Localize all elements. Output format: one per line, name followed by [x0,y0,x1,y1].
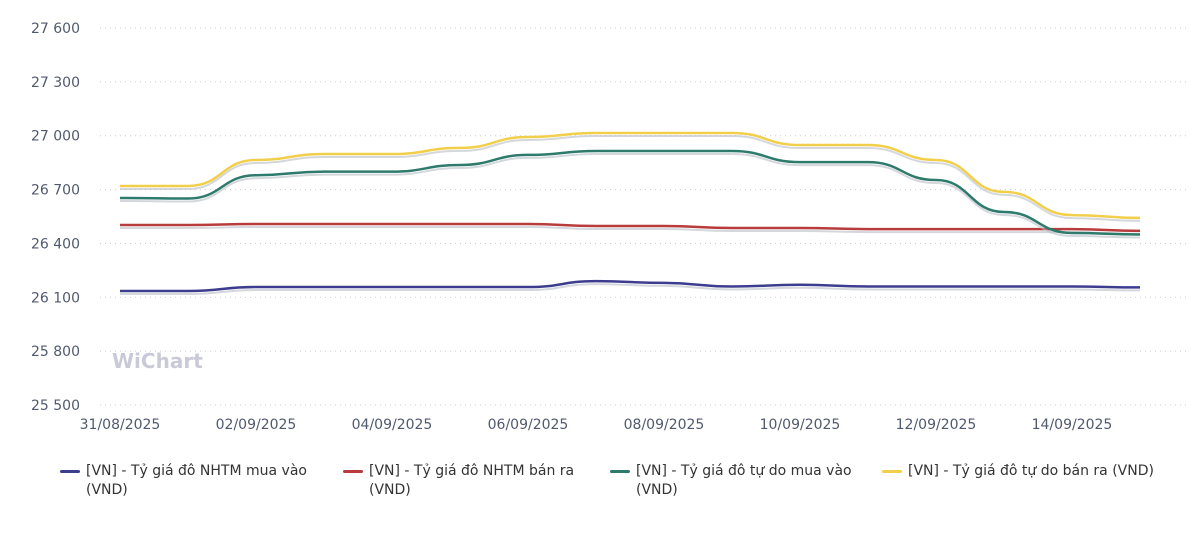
x-tick-label: 10/09/2025 [760,417,841,433]
legend-label: [VN] - Tỷ giá đô tự do mua vào (VND) [636,463,852,498]
y-tick-label: 25 500 [31,398,80,414]
legend-swatch [610,470,630,473]
legend-label: [VN] - Tỷ giá đô tự do bán ra (VND) [908,463,1154,479]
legend-item[interactable]: [VN] - Tỷ giá đô NHTM bán ra (VND) [343,462,599,500]
y-tick-label: 26 700 [31,183,80,199]
legend-item[interactable]: [VN] - Tỷ giá đô tự do bán ra (VND) [882,462,1154,481]
x-tick-label: 08/09/2025 [624,417,705,433]
x-tick-label: 02/09/2025 [216,417,297,433]
x-tick-label: 06/09/2025 [488,417,569,433]
series-line [119,149,1141,236]
y-tick-label: 25 800 [31,344,80,360]
y-tick-label: 27 600 [31,21,80,37]
watermark-text: WiChart [112,349,203,373]
series-shadow [119,226,1141,235]
y-tick-label: 26 400 [31,236,80,252]
y-tick-label: 27 000 [31,129,80,145]
legend-item[interactable]: [VN] - Tỷ giá đô NHTM mua vào (VND) [60,462,331,500]
legend-label: [VN] - Tỷ giá đô NHTM mua vào (VND) [86,463,307,498]
legend-swatch [343,470,363,473]
watermark: WiChart [112,349,203,373]
y-tick-label: 27 300 [31,75,80,91]
series-line [120,131,1141,220]
series-line [119,222,1141,233]
x-tick-label: 31/08/2025 [80,417,161,433]
chart: WiChart 25 500 25 800 26 100 26 400 26 700 27… [31,21,1190,433]
x-tick-label: 14/09/2025 [1032,417,1113,433]
legend-swatch [882,470,902,473]
x-tick-label: 04/09/2025 [352,417,433,433]
series-shadow [120,135,1141,222]
series-shadow [119,152,1141,239]
y-tick-label: 26 100 [31,290,80,306]
series-line [120,279,1141,293]
legend-swatch [60,470,80,473]
legend-item[interactable]: [VN] - Tỷ giá đô tự do mua vào (VND) [610,462,881,500]
legend-label: [VN] - Tỷ giá đô NHTM bán ra (VND) [369,463,575,498]
x-tick-label: 12/09/2025 [896,417,977,433]
series-shadow [120,283,1141,296]
